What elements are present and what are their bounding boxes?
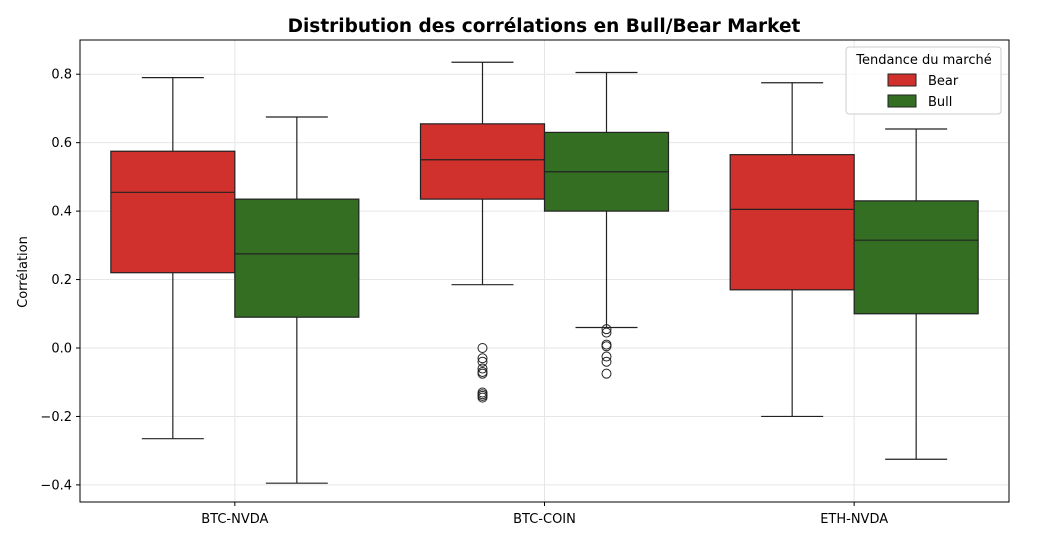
box-bear: [419, 123, 546, 200]
y-tick-label: 0.2: [51, 273, 72, 288]
box-group-bull: [853, 128, 979, 460]
outlier-point: [477, 368, 488, 379]
box-group-bear: [110, 77, 236, 440]
outlier-point: [477, 343, 488, 353]
x-axis-ticks: BTC-NVDA BTC-COIN ETH-NVDA: [201, 502, 888, 527]
y-axis-label: Corrélation: [16, 236, 31, 308]
box-group-bull: [234, 116, 360, 484]
y-tick-label: −0.4: [40, 478, 72, 493]
x-tick-label: ETH-NVDA: [820, 512, 888, 527]
outlier-point: [601, 324, 612, 335]
legend-frame: [845, 46, 1002, 115]
box-group-bear: [729, 82, 855, 418]
outlier-point: [601, 368, 612, 379]
box-group-bear: [419, 61, 546, 403]
outlier-point: [477, 353, 488, 364]
legend: Tendance du marché Bear Bull: [845, 46, 1002, 115]
chart-title: Distribution des corrélations en Bull/Be…: [288, 16, 801, 37]
outlier-point: [477, 392, 488, 403]
x-tick-label: BTC-NVDA: [201, 512, 268, 527]
box-bull: [234, 198, 360, 318]
legend-swatch-bull: [887, 94, 917, 108]
outlier-point: [601, 341, 612, 352]
legend-label-bear: Bear: [928, 74, 959, 89]
outlier-point: [601, 356, 612, 367]
y-tick-label: −0.2: [40, 410, 72, 425]
outlier-point: [477, 363, 488, 374]
y-tick-label: 0.0: [51, 342, 72, 357]
outlier-point: [601, 351, 612, 362]
box-group-bull: [543, 71, 670, 379]
outlier-point: [477, 356, 488, 367]
outlier-point: [601, 327, 612, 338]
box-bear: [729, 154, 855, 291]
legend-title: Tendance du marché: [855, 53, 991, 68]
box-layer: [110, 61, 979, 484]
x-tick-label: BTC-COIN: [513, 512, 576, 527]
box-bear: [110, 150, 236, 274]
y-axis-ticks: −0.4 −0.2 0.0 0.2 0.4 0.6 0.8: [40, 68, 80, 493]
y-tick-label: 0.8: [51, 68, 72, 83]
y-tick-label: 0.4: [51, 205, 72, 220]
y-tick-label: 0.6: [51, 136, 72, 151]
legend-swatch-bear: [887, 73, 917, 87]
legend-label-bull: Bull: [928, 95, 952, 110]
box-bull: [853, 200, 979, 315]
